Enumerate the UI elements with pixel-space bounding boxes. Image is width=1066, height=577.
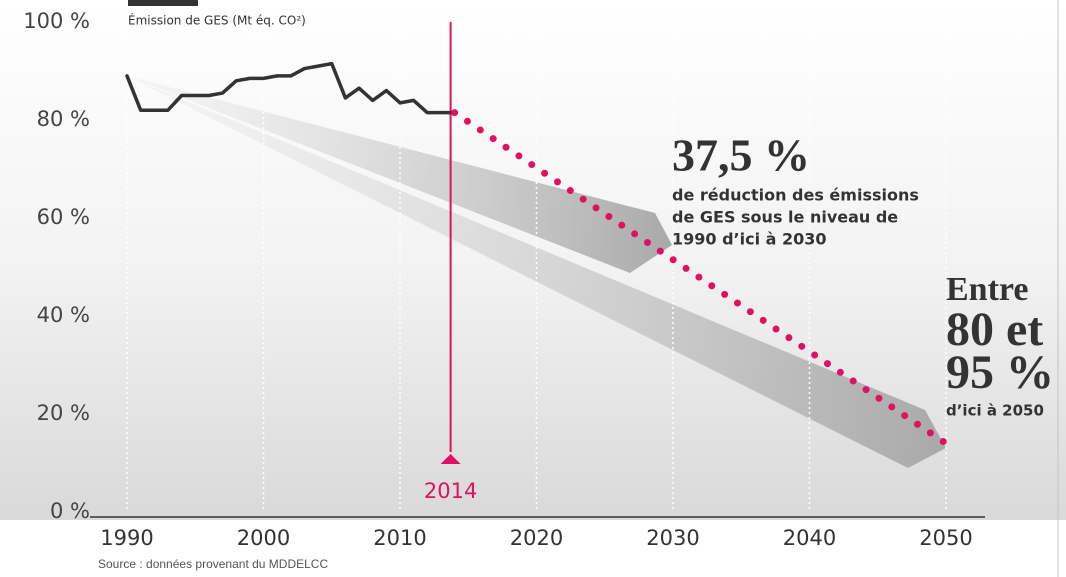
source: Source : données provenant du MDDELCC bbox=[98, 557, 328, 571]
annotation-big: 80 et bbox=[946, 303, 1043, 356]
x-tick-label: 2040 bbox=[783, 526, 836, 550]
annotation-text: d’ici à 2050 bbox=[946, 402, 1044, 420]
x-tick-label: 2030 bbox=[646, 526, 699, 550]
x-tick-label: 1990 bbox=[100, 526, 153, 550]
y-tick-label: 20 % bbox=[37, 401, 90, 425]
y-tick-label: 40 % bbox=[37, 303, 90, 327]
annotation-text: de réduction des émissions bbox=[672, 186, 919, 205]
y-tick-label: 80 % bbox=[37, 107, 90, 131]
annotation-big: 37,5 % bbox=[672, 130, 810, 181]
annotation-text: de GES sous le niveau de bbox=[672, 208, 898, 227]
y-tick-label: 100 % bbox=[23, 9, 90, 33]
footer-bg bbox=[0, 520, 1066, 577]
x-tick-label: 2020 bbox=[510, 526, 563, 550]
annotation-big: 95 % bbox=[946, 346, 1054, 399]
marker-triangle bbox=[440, 454, 461, 464]
x-tick-label: 2050 bbox=[919, 526, 972, 550]
marker-label: 2014 bbox=[424, 479, 477, 503]
legend-label: Émission de GES (Mt éq. CO²) bbox=[128, 13, 306, 28]
annotation-big: Entre bbox=[946, 271, 1028, 308]
annotation-text: 1990 d’ici à 2030 bbox=[672, 230, 827, 249]
x-tick-label: 2000 bbox=[237, 526, 290, 550]
legend-bar bbox=[128, 0, 198, 6]
x-tick-label: 2010 bbox=[373, 526, 426, 550]
data-line bbox=[125, 61, 457, 115]
projection-line bbox=[451, 109, 950, 447]
y-tick-label: 0 % bbox=[50, 499, 90, 523]
y-tick-label: 60 % bbox=[37, 205, 90, 229]
